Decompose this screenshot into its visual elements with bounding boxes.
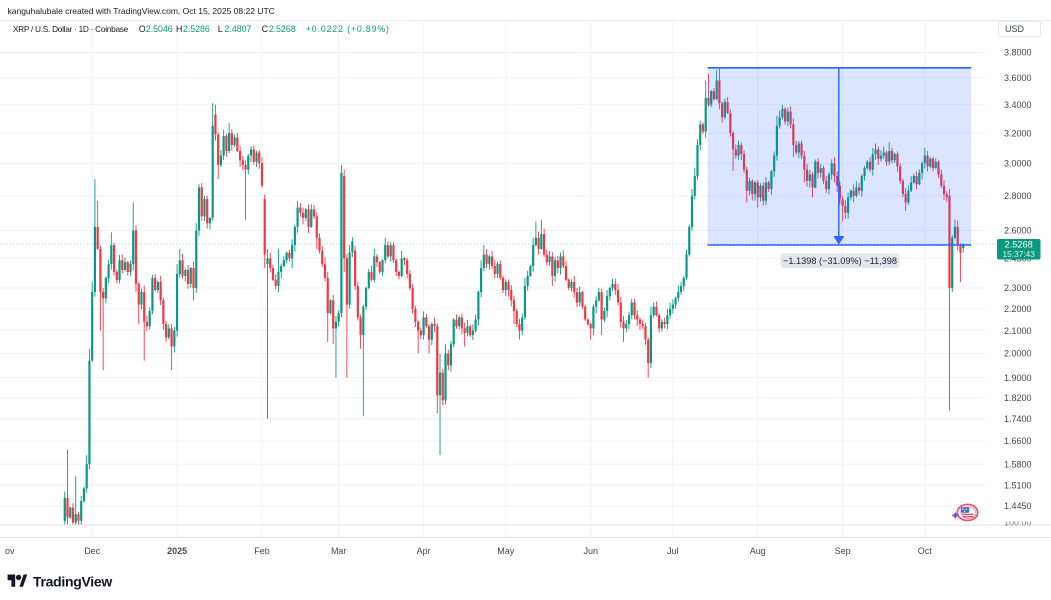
svg-text:ov: ov — [5, 546, 15, 556]
svg-text:Feb: Feb — [254, 546, 270, 556]
svg-text:2.1000: 2.1000 — [1004, 326, 1032, 336]
svg-text:XRP / U.S. Dollar · 1D · Coinb: XRP / U.S. Dollar · 1D · Coinbase — [13, 24, 129, 34]
svg-text:1.7400: 1.7400 — [1004, 414, 1032, 424]
svg-text:3.8000: 3.8000 — [1004, 48, 1032, 58]
svg-text:3.6000: 3.6000 — [1004, 73, 1032, 83]
svg-text:O: O — [139, 24, 146, 34]
svg-text:2.0000: 2.0000 — [1004, 349, 1032, 359]
svg-text:2.6000: 2.6000 — [1004, 226, 1032, 236]
svg-text:TradingView: TradingView — [33, 573, 112, 589]
svg-text:Jun: Jun — [583, 546, 598, 556]
svg-text:100.00: 100.00 — [1004, 518, 1032, 528]
svg-text:3.0000: 3.0000 — [1004, 159, 1032, 169]
svg-text:2.2000: 2.2000 — [1004, 304, 1032, 314]
svg-text:Apr: Apr — [417, 546, 431, 556]
svg-text:2.5046: 2.5046 — [146, 24, 173, 34]
svg-text:2.3000: 2.3000 — [1004, 283, 1032, 293]
svg-text:Sep: Sep — [835, 546, 851, 556]
svg-text:H: H — [176, 24, 182, 34]
svg-text:2.4807: 2.4807 — [225, 24, 252, 34]
svg-text:1.6600: 1.6600 — [1004, 436, 1032, 446]
svg-text:C: C — [262, 24, 269, 34]
svg-text:2.8000: 2.8000 — [1004, 191, 1032, 201]
svg-text:Mar: Mar — [331, 546, 347, 556]
svg-text:1.8200: 1.8200 — [1004, 393, 1032, 403]
svg-text:2.5286: 2.5286 — [183, 24, 210, 34]
svg-text:3.4000: 3.4000 — [1004, 100, 1032, 110]
svg-text:+0.0222 (+0.89%): +0.0222 (+0.89%) — [306, 24, 390, 34]
svg-text:15:37:43: 15:37:43 — [1003, 249, 1036, 259]
svg-text:2025: 2025 — [167, 546, 187, 556]
svg-text:2.5268: 2.5268 — [1005, 240, 1033, 250]
svg-text:Aug: Aug — [750, 546, 766, 556]
svg-text:1.5100: 1.5100 — [1004, 481, 1032, 491]
svg-text:−1.1398 (−31.09%) −11,398: −1.1398 (−31.09%) −11,398 — [783, 256, 897, 266]
svg-text:L: L — [218, 24, 223, 34]
svg-text:2.5268: 2.5268 — [269, 24, 296, 34]
svg-text:1.9000: 1.9000 — [1004, 373, 1032, 383]
svg-text:1.4450: 1.4450 — [1004, 501, 1032, 511]
svg-text:3.2000: 3.2000 — [1004, 128, 1032, 138]
svg-text:kanguhalubale created with Tra: kanguhalubale created with TradingView.c… — [8, 6, 275, 16]
svg-text:1.5800: 1.5800 — [1004, 459, 1032, 469]
svg-text:Oct: Oct — [918, 546, 933, 556]
svg-text:Dec: Dec — [84, 546, 101, 556]
svg-text:Jul: Jul — [667, 546, 679, 556]
svg-text:May: May — [497, 546, 515, 556]
svg-text:USD: USD — [1005, 24, 1025, 34]
